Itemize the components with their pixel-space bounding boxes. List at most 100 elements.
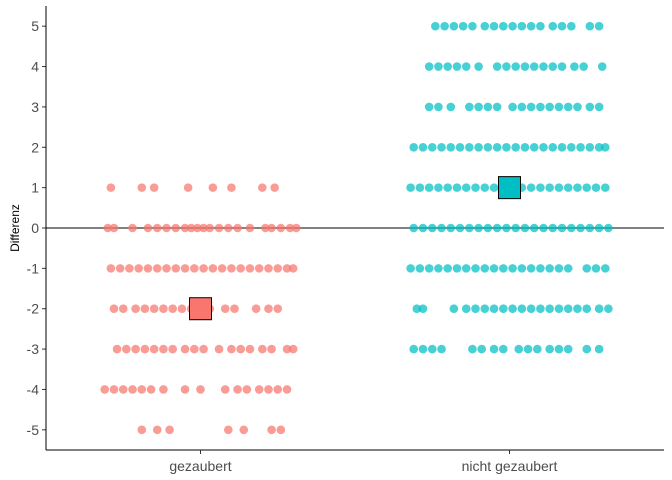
data-point xyxy=(548,142,558,152)
data-point xyxy=(137,183,147,192)
data-point xyxy=(224,425,233,435)
data-point xyxy=(563,264,573,273)
data-point xyxy=(180,264,190,273)
data-point xyxy=(489,21,499,31)
data-point xyxy=(418,142,428,152)
data-point xyxy=(443,183,453,192)
data-point xyxy=(449,21,459,31)
data-point xyxy=(526,264,536,273)
data-point xyxy=(582,264,592,273)
y-tick-label: -1 xyxy=(27,260,40,276)
data-point xyxy=(186,223,196,233)
data-point xyxy=(585,223,595,233)
y-axis-ticks xyxy=(42,25,46,431)
data-point xyxy=(282,264,292,273)
data-point xyxy=(563,102,573,112)
data-point xyxy=(214,344,224,354)
data-point xyxy=(140,304,150,314)
data-point xyxy=(471,183,480,192)
data-point xyxy=(468,344,477,354)
data-point xyxy=(183,183,193,192)
data-point xyxy=(159,385,168,394)
data-point xyxy=(152,264,162,273)
data-point xyxy=(480,183,490,192)
data-point xyxy=(455,223,465,233)
data-point xyxy=(474,102,483,112)
data-point xyxy=(273,264,283,273)
y-tick-label: 1 xyxy=(31,180,39,196)
data-point xyxy=(545,183,554,192)
data-point xyxy=(591,264,601,273)
data-point xyxy=(474,62,483,71)
x-tick-label: nicht gezaubert xyxy=(462,458,558,474)
data-point xyxy=(239,425,249,435)
data-point xyxy=(409,344,419,354)
data-point xyxy=(443,264,453,273)
data-point xyxy=(517,304,527,314)
data-point xyxy=(427,142,437,152)
data-point xyxy=(461,264,471,273)
data-point xyxy=(545,102,554,112)
data-point xyxy=(115,264,125,273)
data-point xyxy=(554,344,564,354)
data-point xyxy=(573,183,582,192)
data-point xyxy=(146,385,156,394)
data-point xyxy=(424,183,434,192)
data-point xyxy=(520,62,530,71)
data-point xyxy=(465,142,474,152)
data-point xyxy=(591,183,601,192)
x-axis-ticks xyxy=(200,450,510,454)
data-point xyxy=(480,21,490,31)
data-point xyxy=(109,223,119,233)
data-point xyxy=(137,425,147,435)
data-point xyxy=(168,344,177,354)
data-point xyxy=(220,385,230,394)
data-point xyxy=(468,21,477,31)
data-point xyxy=(143,264,153,273)
data-point xyxy=(529,142,539,152)
data-point xyxy=(415,183,425,192)
data-point xyxy=(502,142,511,152)
data-point xyxy=(149,183,159,192)
data-point xyxy=(471,304,480,314)
data-point xyxy=(452,183,462,192)
data-point xyxy=(270,183,279,192)
data-point xyxy=(137,385,147,394)
data-point xyxy=(554,183,564,192)
group-mean-marker xyxy=(189,297,212,321)
data-point xyxy=(594,142,604,152)
data-point xyxy=(131,304,140,314)
data-point xyxy=(409,142,419,152)
data-point xyxy=(465,223,474,233)
data-point xyxy=(585,21,595,31)
data-point xyxy=(461,62,471,71)
data-point xyxy=(458,21,468,31)
data-point xyxy=(180,344,190,354)
group-mean-marker xyxy=(498,176,521,200)
data-point xyxy=(149,344,159,354)
data-point xyxy=(418,304,428,314)
data-points xyxy=(100,21,613,435)
x-tick-labels: gezaubert nicht gezaubert xyxy=(169,458,557,474)
data-point xyxy=(508,21,517,31)
data-point xyxy=(143,223,153,233)
data-point xyxy=(180,223,190,233)
data-point xyxy=(418,344,428,354)
data-point xyxy=(461,183,471,192)
data-point xyxy=(492,142,502,152)
data-point xyxy=(134,264,143,273)
data-point xyxy=(600,142,610,152)
data-point xyxy=(106,264,116,273)
data-point xyxy=(594,304,604,314)
data-point xyxy=(437,223,446,233)
y-tick-label: 3 xyxy=(31,99,39,115)
data-point xyxy=(567,223,576,233)
data-point xyxy=(526,183,536,192)
data-point xyxy=(517,102,527,112)
data-point xyxy=(131,344,140,354)
data-point xyxy=(557,21,567,31)
data-point xyxy=(477,344,486,354)
data-point xyxy=(217,264,227,273)
data-point xyxy=(233,223,242,233)
data-point xyxy=(557,223,567,233)
